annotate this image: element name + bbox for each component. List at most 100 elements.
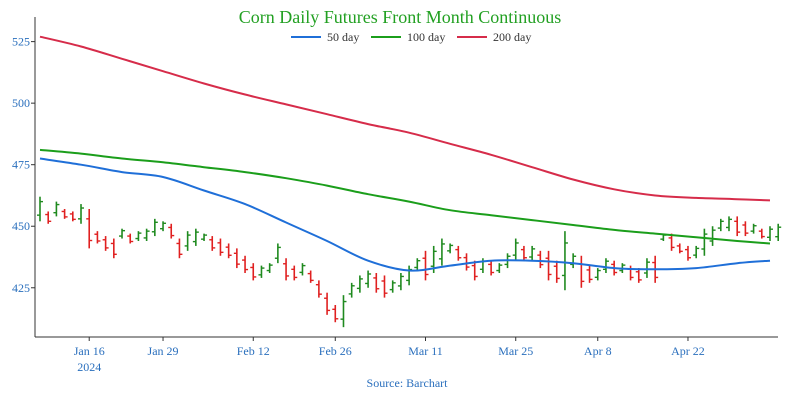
price-bar bbox=[684, 245, 691, 261]
price-bar bbox=[242, 255, 249, 273]
price-bar bbox=[250, 263, 257, 281]
price-bar bbox=[168, 223, 175, 239]
price-bar bbox=[201, 233, 208, 241]
price-bar bbox=[356, 275, 363, 293]
price-bar bbox=[258, 265, 265, 278]
legend-item: 100 day bbox=[371, 30, 445, 44]
price-bar bbox=[373, 273, 380, 293]
price-bar bbox=[299, 263, 306, 276]
price-bar bbox=[594, 268, 601, 281]
legend-label: 100 day bbox=[407, 30, 445, 44]
price-bar bbox=[496, 263, 503, 273]
price-bar bbox=[463, 253, 470, 271]
price-bar bbox=[406, 265, 413, 286]
price-bar bbox=[455, 245, 462, 261]
axes bbox=[34, 17, 778, 338]
price-bar bbox=[586, 265, 593, 283]
price-bar bbox=[529, 245, 536, 261]
y-ticks: 425 450 475 500 525 bbox=[12, 35, 35, 295]
x-ticks: Jan 16 2024 Jan 29 Feb 12 Feb 26 Mar 11 Mar 25… bbox=[74, 337, 705, 374]
legend-item: 200 day bbox=[457, 30, 531, 44]
price-bar bbox=[520, 245, 527, 261]
legend-item: 50 day bbox=[291, 30, 359, 44]
price-bar bbox=[438, 238, 445, 266]
price-bar bbox=[184, 231, 191, 251]
price-bar bbox=[61, 209, 68, 219]
price-bar bbox=[602, 258, 609, 273]
price-bar bbox=[110, 238, 117, 259]
y-tick-label: 475 bbox=[12, 158, 30, 172]
price-bar bbox=[709, 226, 716, 246]
y-tick-label: 450 bbox=[12, 219, 30, 233]
x-tick-label: Mar 11 bbox=[408, 344, 443, 358]
price-bar bbox=[283, 258, 290, 281]
price-bar bbox=[127, 233, 134, 244]
price-bar bbox=[192, 228, 199, 246]
price-bar bbox=[217, 238, 224, 256]
ma-50-line bbox=[39, 157, 771, 272]
price-bar bbox=[570, 253, 577, 269]
price-bar bbox=[119, 228, 126, 239]
price-bar bbox=[307, 270, 314, 283]
price-bar bbox=[734, 216, 741, 237]
ma-200-line bbox=[39, 35, 771, 202]
price-bar bbox=[742, 221, 749, 237]
legend-label: 200 day bbox=[493, 30, 531, 44]
price-bar bbox=[209, 236, 216, 251]
price-bar bbox=[553, 260, 560, 283]
price-bar bbox=[725, 216, 732, 232]
price-bar bbox=[767, 226, 773, 241]
price-bar bbox=[717, 218, 724, 232]
price-bar bbox=[512, 238, 519, 261]
price-bar bbox=[69, 211, 76, 222]
price-bar bbox=[315, 280, 322, 298]
price-bar bbox=[701, 228, 708, 256]
price-bar bbox=[160, 221, 167, 232]
price-bar bbox=[332, 305, 339, 323]
price-bar bbox=[274, 243, 281, 264]
price-bar bbox=[545, 250, 552, 281]
chart-title: Corn Daily Futures Front Month Continuou… bbox=[239, 7, 562, 27]
price-bar bbox=[102, 236, 109, 251]
price-bar bbox=[668, 233, 675, 251]
price-bar bbox=[135, 231, 142, 241]
price-bar bbox=[471, 260, 478, 281]
price-bar bbox=[561, 231, 568, 291]
moving-average-lines bbox=[39, 35, 771, 272]
price-bar bbox=[45, 211, 52, 224]
ma-100-line bbox=[39, 148, 771, 245]
legend: 50 day 100 day 200 day bbox=[291, 30, 531, 44]
price-bar bbox=[414, 258, 421, 271]
price-bar bbox=[693, 245, 700, 259]
x-tick-label: Jan 16 bbox=[74, 344, 105, 358]
price-bar bbox=[266, 263, 273, 273]
ohlc-bars bbox=[37, 196, 782, 328]
price-bar bbox=[340, 295, 347, 328]
price-bar bbox=[389, 280, 396, 293]
price-bar bbox=[635, 268, 642, 283]
price-bar bbox=[176, 238, 183, 259]
legend-label: 50 day bbox=[327, 30, 359, 44]
x-tick-label: Feb 26 bbox=[319, 344, 352, 358]
price-bar bbox=[324, 292, 331, 315]
price-bar bbox=[488, 260, 495, 276]
price-bar bbox=[53, 201, 60, 217]
price-bar bbox=[151, 218, 158, 237]
y-tick-label: 500 bbox=[12, 96, 30, 110]
x-tick-label: Apr 22 bbox=[671, 344, 705, 358]
x-tick-label: Apr 8 bbox=[584, 344, 612, 358]
price-bar bbox=[225, 243, 232, 259]
price-bar bbox=[537, 250, 544, 269]
price-bar bbox=[348, 282, 355, 298]
price-bar bbox=[37, 196, 43, 222]
price-bar bbox=[422, 250, 429, 281]
price-bar bbox=[94, 231, 101, 244]
price-bar bbox=[578, 255, 585, 288]
y-tick-label: 425 bbox=[12, 281, 30, 295]
price-bar bbox=[381, 275, 388, 298]
price-bar bbox=[291, 265, 298, 281]
price-bar bbox=[233, 248, 240, 269]
price-bar bbox=[86, 209, 93, 249]
source-label: Source: Barchart bbox=[367, 376, 449, 390]
